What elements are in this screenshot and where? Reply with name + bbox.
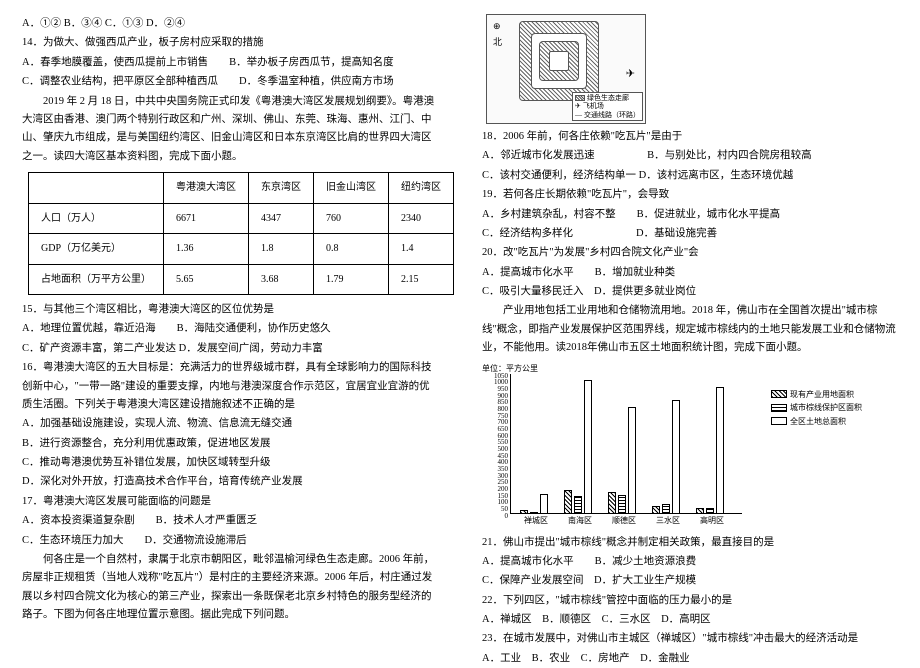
- q20: 20．改"吃瓦片"为发展"乡村四合院文化产业"会: [482, 244, 898, 262]
- q14: 14．为做大、做强西瓜产业，板子房村应采取的措施: [22, 34, 438, 52]
- table-row: 人口（万人） 6671 4347 760 2340: [29, 203, 454, 234]
- legend-plane-icon: ✈: [575, 102, 581, 110]
- y-axis: [510, 374, 511, 514]
- q19-cd: C．经济结构多样化 D．基础设施完善: [482, 225, 898, 243]
- passage-foshan: 产业用地包括工业用地和仓储物流用地。2018 年，佛山市在全国首次提出"城市棕线…: [482, 302, 898, 357]
- x-category-label: 南海区: [556, 514, 604, 528]
- legend-swatch-icon: [771, 404, 787, 412]
- map-center: [549, 51, 569, 71]
- legend-swatch-icon: [771, 417, 787, 425]
- legend-swatch-icon: [575, 95, 585, 101]
- passage-bayarea: 2019 年 2 月 18 日，中共中央国务院正式印发《粤港澳大湾区发展规划纲要…: [22, 93, 438, 167]
- cell: 1.79: [314, 264, 389, 295]
- q21-ab: A．提高城市化水平 B．减少土地资源浪费: [482, 553, 898, 571]
- q22-opts: A．禅城区 B．顺德区 C．三水区 D．高明区: [482, 611, 898, 629]
- bar: [628, 407, 636, 514]
- q15: 15．与其他三个湾区相比，粤港澳大湾区的区位优势是: [22, 301, 438, 319]
- bar: [564, 490, 572, 514]
- table-row: GDP（万亿美元） 1.36 1.8 0.8 1.4: [29, 234, 454, 265]
- right-column: ⊕北 ✈ 绿色生态走廊 ✈飞机场 —交通线路（环路） 18．2006 年前，何各…: [460, 0, 920, 651]
- legend-label: 绿色生态走廊: [587, 94, 629, 102]
- q19: 19．若何各庄长期依赖"吃瓦片"，会导致: [482, 186, 898, 204]
- cell: 占地面积（万平方公里）: [29, 264, 164, 295]
- q15-cd: C．矿产资源丰富，第二产业发达 D．发展空间广阔，劳动力丰富: [22, 340, 438, 358]
- q14-opt-ab: A．春季地膜覆盖，使西瓜提前上市销售 B．举办板子房西瓜节，提高知名度: [22, 54, 438, 72]
- bar: [662, 504, 670, 513]
- x-category-label: 顺德区: [600, 514, 648, 528]
- cell: 4347: [249, 203, 314, 234]
- bar: [618, 495, 626, 514]
- legend-label: 交通线路（环路）: [584, 111, 640, 119]
- cell: 2.15: [389, 264, 454, 295]
- cell: 人口（万人）: [29, 203, 164, 234]
- bar: [608, 492, 616, 513]
- cell: 5.65: [164, 264, 249, 295]
- cell: GDP（万亿美元）: [29, 234, 164, 265]
- q19-ab: A．乡村建筑杂乱，村容不整 B．促进就业，城市化水平提高: [482, 206, 898, 224]
- q16d: D．深化对外开放，打造高技术合作平台，培育传统产业发展: [22, 473, 438, 491]
- bar: [574, 496, 582, 513]
- q17-cd: C．生态环境压力加大 D．交通物流设施滞后: [22, 532, 438, 550]
- passage-hegezhuang: 何各庄是一个自然村，隶属于北京市朝阳区，毗邻温榆河绿色生态走廊。2006 年前，…: [22, 551, 438, 625]
- land-area-chart: 单位：平方公里 现有产业用地面积 城市棕线保护区面积 全区土地总面积 05010…: [482, 362, 862, 532]
- cell: 1.36: [164, 234, 249, 265]
- q14-opt-cd: C．调整农业结构，把平原区全部种植西瓜 D．冬季温室种植，供应南方市场: [22, 73, 438, 91]
- legend-label: 城市棕线保护区面积: [790, 401, 862, 415]
- options-line: A．①② B．③④ C．①③ D．②④: [22, 15, 438, 33]
- table-row: 占地面积（万平方公里） 5.65 3.68 1.79 2.15: [29, 264, 454, 295]
- cell: 3.68: [249, 264, 314, 295]
- legend-label: 现有产业用地面积: [790, 388, 854, 402]
- legend-swatch-icon: [771, 390, 787, 398]
- cell: 1.4: [389, 234, 454, 265]
- cell: 0.8: [314, 234, 389, 265]
- compass-icon: ⊕北: [493, 19, 502, 51]
- left-column: A．①② B．③④ C．①③ D．②④ 14．为做大、做强西瓜产业，板子房村应采…: [0, 0, 460, 651]
- q23: 23．在城市发展中，对佛山市主城区（禅城区）"城市棕线"冲击最大的经济活动是: [482, 630, 898, 648]
- th-sf: 旧金山湾区: [314, 173, 389, 204]
- legend-line-icon: —: [575, 111, 582, 119]
- legend-label: 全区土地总面积: [790, 415, 846, 429]
- x-category-label: 禅城区: [512, 514, 560, 528]
- bay-area-table: 粤港澳大湾区 东京湾区 旧金山湾区 纽约湾区 人口（万人） 6671 4347 …: [28, 172, 454, 295]
- y-tick-label: 1050: [482, 370, 508, 382]
- bar: [584, 380, 592, 513]
- th-tokyo: 东京湾区: [249, 173, 314, 204]
- q17: 17．粤港澳大湾区发展可能面临的问题是: [22, 493, 438, 511]
- airplane-icon: ✈: [626, 65, 635, 84]
- q21-cd: C．保障产业发展空间 D．扩大工业生产规模: [482, 572, 898, 590]
- map-legend: 绿色生态走廊 ✈飞机场 —交通线路（环路）: [572, 92, 643, 121]
- q17-ab: A．资本投资渠道复杂剧 B．技术人才严重匮乏: [22, 512, 438, 530]
- th-blank: [29, 173, 164, 204]
- map-sketch: ⊕北 ✈ 绿色生态走廊 ✈飞机场 —交通线路（环路）: [486, 14, 646, 124]
- th-ny: 纽约湾区: [389, 173, 454, 204]
- q18-ab: A．邻近城市化发展迅速 B．与别处比，村内四合院房租较高: [482, 147, 898, 165]
- q15-ab: A．地理位置优越，靠近沿海 B．海陆交通便利，协作历史悠久: [22, 320, 438, 338]
- bar: [716, 387, 724, 514]
- q20-cd: C．吸引大量移民迁入 D．提供更多就业岗位: [482, 283, 898, 301]
- cell: 6671: [164, 203, 249, 234]
- q18-cd: C．该村交通便利，经济结构单一 D．该村远离市区，生态环境优越: [482, 167, 898, 185]
- bar: [652, 506, 660, 514]
- q21: 21．佛山市提出"城市棕线"概念并制定相关政策，最直接目的是: [482, 534, 898, 552]
- bar: [540, 494, 548, 514]
- q23-opts: A．工业 B．农业 C．房地产 D．金融业: [482, 650, 898, 668]
- x-category-label: 高明区: [688, 514, 736, 528]
- q16c: C．推动粤港澳优势互补错位发展，加快区域转型升级: [22, 454, 438, 472]
- cell: 2340: [389, 203, 454, 234]
- bar: [672, 400, 680, 513]
- q16b: B．进行资源整合，充分利用优惠政策，促进地区发展: [22, 435, 438, 453]
- q16a: A．加强基础设施建设，实现人流、物流、信息流无缝交通: [22, 415, 438, 433]
- q20-ab: A．提高城市化水平 B．增加就业种类: [482, 264, 898, 282]
- chart-legend: 现有产业用地面积 城市棕线保护区面积 全区土地总面积: [771, 388, 862, 429]
- cell: 1.8: [249, 234, 314, 265]
- legend-label: 飞机场: [583, 102, 604, 110]
- cell: 760: [314, 203, 389, 234]
- q18: 18．2006 年前，何各庄依赖"吃瓦片"是由于: [482, 128, 898, 146]
- th-ghm: 粤港澳大湾区: [164, 173, 249, 204]
- q16: 16．粤港澳大湾区的五大目标是：充满活力的世界级城市群，具有全球影响力的国际科技…: [22, 359, 438, 414]
- q22: 22．下列四区，"城市棕线"管控中面临的压力最小的是: [482, 592, 898, 610]
- table-header-row: 粤港澳大湾区 东京湾区 旧金山湾区 纽约湾区: [29, 173, 454, 204]
- x-category-label: 三水区: [644, 514, 692, 528]
